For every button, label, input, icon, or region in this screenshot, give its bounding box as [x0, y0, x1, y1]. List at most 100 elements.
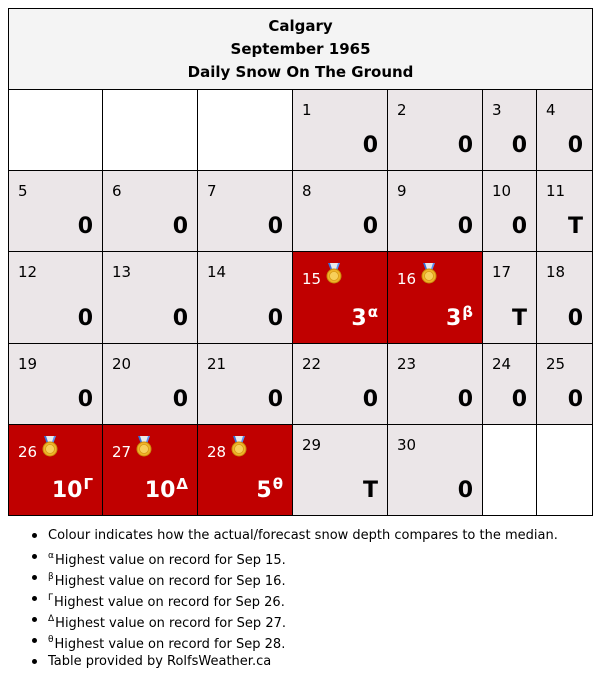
- snow-depth-number: 0: [511, 387, 527, 412]
- calendar-body: 1 0 2 0 3 0 4 0 5 0 6 0 7 0 8 0 9 0 10 0 11 T 12 0 13 0 14 0 15 3α 16 3…: [8, 89, 594, 516]
- day-cell-18: 18 0: [535, 251, 594, 344]
- day-cell-13: 13 0: [102, 251, 198, 344]
- snow-depth-value: T: [568, 214, 583, 239]
- empty-day-cell: [197, 89, 293, 171]
- day-number: 26: [18, 443, 38, 461]
- snow-depth-number: 0: [267, 387, 283, 412]
- note-text: Highest value on record for Sep 27.: [55, 616, 286, 631]
- snow-depth-number: 3: [445, 306, 462, 331]
- snow-depth-number: 5: [256, 478, 272, 503]
- snow-depth-number: 0: [457, 478, 473, 503]
- day-cell-21: 21 0: [197, 343, 293, 425]
- snow-depth-number: 10: [51, 478, 83, 503]
- day-number: 24: [492, 355, 512, 373]
- snow-depth-number: 0: [511, 133, 527, 158]
- snow-depth-number: 0: [362, 387, 378, 412]
- day-cell-16: 16 3β: [387, 251, 483, 344]
- record-medal-icon: [40, 435, 60, 461]
- record-footnote-mark: Δ: [176, 474, 188, 493]
- snow-depth-value: 0: [173, 214, 188, 239]
- snow-depth-value: 0: [268, 387, 283, 412]
- day-cell-12: 12 0: [8, 251, 103, 344]
- day-number: 11: [546, 182, 566, 200]
- day-number: 25: [546, 355, 566, 373]
- snow-depth-value: 0: [458, 478, 473, 503]
- snow-depth-value: 0: [363, 133, 378, 158]
- note-mark: β: [48, 572, 54, 582]
- record-footnote-mark: α: [367, 302, 378, 321]
- note-mark: Γ: [48, 593, 54, 603]
- snow-depth-number: 0: [511, 214, 527, 239]
- snow-depth-number: T: [511, 306, 527, 331]
- empty-day-cell: [8, 89, 103, 171]
- snow-depth-value: 0: [173, 306, 188, 331]
- snow-depth-number: T: [362, 478, 378, 503]
- day-number: 14: [207, 263, 227, 281]
- snow-depth-value: 0: [363, 387, 378, 412]
- snow-depth-value: 5θ: [256, 474, 283, 503]
- note-mark: Δ: [48, 614, 55, 624]
- snow-depth-number: 0: [267, 306, 283, 331]
- day-number: 19: [18, 355, 38, 373]
- snow-depth-value: 0: [568, 133, 583, 158]
- snow-depth-value: 0: [78, 214, 93, 239]
- empty-day-cell: [535, 424, 594, 516]
- snow-depth-number: 10: [144, 478, 176, 503]
- city-name: Calgary: [268, 16, 333, 35]
- note-item: αHighest value on record for Sep 15.: [32, 548, 558, 569]
- snow-depth-value: 0: [512, 387, 527, 412]
- week-row: 5 0 6 0 7 0 8 0 9 0 10 0 11 T: [8, 170, 594, 252]
- note-text: Highest value on record for Sep 28.: [54, 637, 286, 652]
- day-number: 2: [397, 101, 407, 119]
- calendar-title: Calgary September 1965 Daily Snow On The…: [7, 8, 594, 90]
- snow-depth-value: 0: [512, 133, 527, 158]
- day-number: 13: [112, 263, 132, 281]
- day-number: 9: [397, 182, 407, 200]
- record-footnote-mark: Γ: [83, 474, 93, 493]
- day-number: 10: [492, 182, 512, 200]
- snow-depth-value: 0: [458, 133, 473, 158]
- day-cell-17: 17 T: [482, 251, 537, 344]
- day-number: 4: [546, 101, 556, 119]
- snow-depth-value: 0: [268, 214, 283, 239]
- day-number: 12: [18, 263, 38, 281]
- snow-depth-number: 0: [362, 133, 378, 158]
- snow-depth-value: T: [512, 306, 527, 331]
- snow-depth-number: T: [568, 214, 584, 239]
- day-number: 5: [18, 182, 28, 200]
- snow-calendar: Calgary September 1965 Daily Snow On The…: [7, 8, 594, 516]
- snow-depth-value: 0: [78, 306, 93, 331]
- week-row: 26 10Γ 27 10Δ 28 5θ 29 T 30 0: [8, 424, 594, 516]
- day-number: 1: [302, 101, 312, 119]
- record-footnote-mark: β: [462, 302, 473, 321]
- day-number: 16: [397, 270, 417, 288]
- day-cell-24: 24 0: [482, 343, 537, 425]
- week-row: 12 0 13 0 14 0 15 3α 16 3β 17 T 18 0: [8, 251, 594, 344]
- day-number: 27: [112, 443, 132, 461]
- day-number: 7: [207, 182, 217, 200]
- record-medal-icon: [134, 435, 154, 461]
- note-text: Highest value on record for Sep 16.: [54, 574, 286, 589]
- day-number: 8: [302, 182, 312, 200]
- day-cell-22: 22 0: [292, 343, 388, 425]
- snow-depth-number: 0: [172, 387, 188, 412]
- note-text: Table provided by RolfsWeather.ca: [48, 654, 272, 669]
- day-cell-15: 15 3α: [292, 251, 388, 344]
- day-number: 29: [302, 436, 322, 454]
- record-footnote-mark: θ: [272, 474, 283, 493]
- day-number: 18: [546, 263, 566, 281]
- snow-depth-value: 10Δ: [144, 474, 188, 503]
- calendar-subtitle: Daily Snow On The Ground: [187, 62, 414, 81]
- snow-depth-number: 0: [362, 214, 378, 239]
- snow-depth-number: 0: [77, 306, 93, 331]
- note-text: Highest value on record for Sep 15.: [54, 553, 286, 568]
- day-number: 30: [397, 436, 417, 454]
- empty-day-cell: [482, 424, 537, 516]
